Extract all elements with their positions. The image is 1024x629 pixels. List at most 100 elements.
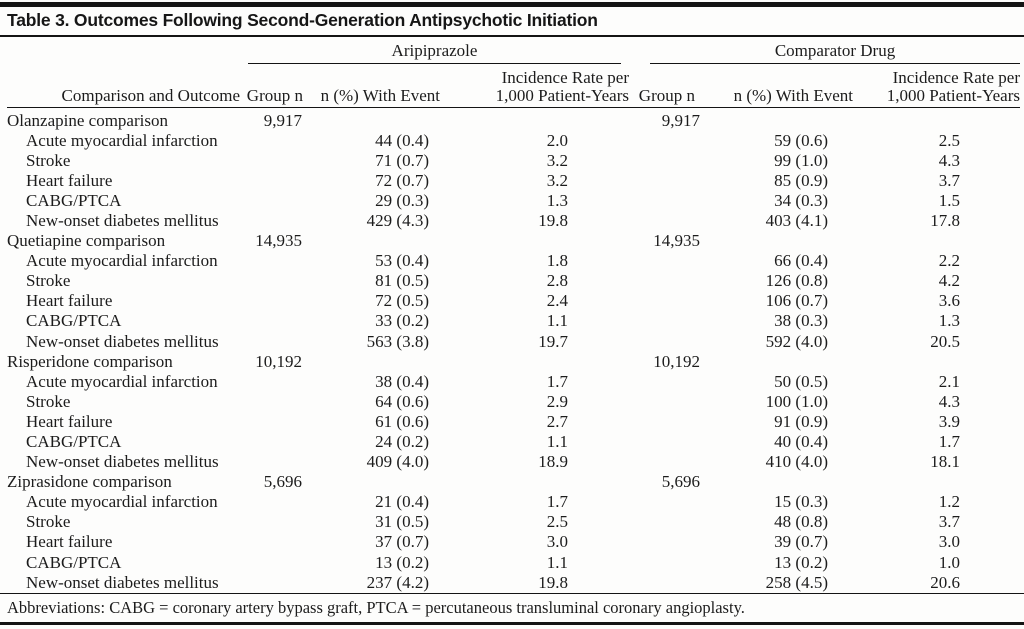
arip-group-n-cell [240,553,305,573]
col-header-comp-incidence: Incidence Rate per 1,000 Patient-Years [853,63,1021,108]
comp-n-event-cell: 91 (0.9) [774,411,828,431]
col-header-comp-n-event: n (%) With Event [701,63,853,108]
comp-incidence-cell: 1.7 [938,432,961,451]
comp-group-n-cell [629,392,701,412]
comp-incidence-cell: 1.0 [938,552,961,572]
comp-group-n-cell [629,372,701,392]
comp-incidence-cell: 1.3 [938,311,961,331]
comp-group-n-cell [629,432,701,452]
arip-group-n-cell [240,412,305,432]
outcome-row: CABG/PTCA 33 (0.2) 1.1 38 (0.3) 1.3 [7,311,1020,331]
comp-n-event-cell: 34 (0.3) [774,190,828,210]
comp-group-n-cell [629,412,701,432]
arip-n-event-cell: 21 (0.4) [375,492,429,512]
comp-n-event-cell: 126 (0.8) [765,271,828,291]
comp-group-n-cell [629,492,701,512]
outcome-label: New-onset diabetes mellitus [26,331,219,351]
comp-incidence-cell: 2.1 [938,371,961,391]
arip-n-event-cell: 72 (0.5) [375,291,429,311]
outcome-row: New-onset diabetes mellitus 237 (4.2) 19.8… [7,573,1020,593]
comp-incidence-cell: 4.3 [938,150,961,170]
comp-n-event-cell: 13 (0.2) [774,552,828,572]
arip-n-event-cell: 409 (4.0) [366,452,429,472]
comp-incidence-cell: 3.0 [938,532,961,552]
arip-incidence-cell: 1.7 [546,492,568,512]
comp-incidence-cell: 20.5 [930,331,961,351]
arip-group-n-cell [240,452,305,472]
section-row: Risperidone comparison 10,192 10,192 [7,352,1020,372]
arip-group-n-cell [240,372,305,392]
comp-incidence-cell: 4.3 [938,391,961,411]
arip-incidence-cell: 3.2 [546,170,568,190]
outcomes-table: Aripiprazole Comparator Drug Comparison … [7,37,1021,593]
comp-incidence-cell: 3.7 [938,170,961,190]
col-header-arip-group-n: Group n [240,63,305,108]
arip-n-event-cell: 33 (0.2) [375,311,429,331]
comp-n-event-cell: 66 (0.4) [774,251,828,271]
arip-incidence-cell: 1.7 [546,371,568,391]
comp-group-n-cell [629,131,701,151]
comp-n-event-cell: 403 (4.1) [765,210,828,230]
arip-incidence-cell [440,352,629,372]
comp-n-event-cell [701,107,853,131]
arip-n-event-cell: 237 (4.2) [366,572,429,592]
comp-incidence-cell: 2.5 [938,130,961,150]
outcome-row: Stroke 64 (0.6) 2.9 100 (1.0) 4.3 [7,392,1020,412]
arip-group-n-cell [240,151,305,171]
arip-incidence-cell: 2.0 [546,130,568,150]
comp-n-event-cell: 258 (4.5) [765,572,828,592]
arip-group-n-cell: 9,917 [263,110,302,130]
arip-incidence-cell: 3.2 [546,150,568,170]
outcome-label: Stroke [26,391,71,411]
outcome-label: CABG/PTCA [26,190,122,210]
comp-incidence-cell: 20.6 [930,572,961,592]
col-header-comp-incidence-line2: 1,000 Patient-Years [886,85,1021,105]
arip-incidence-cell: 1.8 [546,251,568,271]
comp-incidence-cell: 1.5 [938,190,961,210]
section-row: Olanzapine comparison 9,917 9,917 [7,107,1020,131]
comp-n-event-cell: 106 (0.7) [765,291,828,311]
comp-n-event-cell: 39 (0.7) [774,532,828,552]
comp-n-event-cell [701,472,853,492]
arip-n-event-cell: 429 (4.3) [366,210,429,230]
comp-n-event-cell: 410 (4.0) [765,452,828,472]
col-header-outcome: Comparison and Outcome [7,63,240,108]
comp-group-n-cell: 10,192 [653,351,700,371]
col-header-comp-group-n: Group n [629,63,701,108]
comp-n-event-cell: 85 (0.9) [774,170,828,190]
arip-n-event-cell: 24 (0.2) [375,432,429,451]
outcome-label: Stroke [26,271,71,291]
footnote-divider-rule [0,592,1024,595]
outcome-row: Acute myocardial infarction 21 (0.4) 1.7 15… [7,492,1020,512]
col-header-arip-n-event: n (%) With Event [305,63,440,108]
outcome-row: Stroke 31 (0.5) 2.5 48 (0.8) 3.7 [7,512,1020,532]
comp-group-n-cell [629,291,701,311]
arip-group-n-cell [240,191,305,211]
outcome-row: Acute myocardial infarction 38 (0.4) 1.7 50… [7,372,1020,392]
outcome-row: Heart failure 37 (0.7) 3.0 39 (0.7) 3.0 [7,532,1020,552]
arip-group-n-cell [240,532,305,552]
comp-n-event-cell: 99 (1.0) [774,150,828,170]
arip-group-n-cell [240,251,305,271]
arip-group-n-cell [240,171,305,191]
outcome-label: Heart failure [26,532,113,552]
comp-incidence-cell: 1.2 [938,492,961,512]
title-underline-rule [0,34,1024,37]
arip-n-event-cell: 38 (0.4) [375,371,429,391]
comp-incidence-cell [853,352,1020,372]
arip-n-event-cell: 61 (0.6) [375,411,429,431]
comp-n-event-cell: 59 (0.6) [774,130,828,150]
outcome-label: Heart failure [26,291,113,311]
outcome-label: New-onset diabetes mellitus [26,572,219,592]
comp-incidence-cell: 3.9 [938,411,961,431]
comp-incidence-cell [853,472,1020,492]
arip-group-n-cell: 14,935 [255,231,302,251]
arip-group-n-cell [240,131,305,151]
comp-group-n-cell [629,171,701,191]
arip-n-event-cell: 563 (3.8) [366,331,429,351]
arip-incidence-cell: 3.0 [546,532,568,552]
arip-n-event-cell: 72 (0.7) [375,170,429,190]
outcome-label: Acute myocardial infarction [26,492,218,512]
arip-incidence-cell: 1.1 [546,311,568,331]
arip-incidence-cell: 2.5 [546,512,568,532]
